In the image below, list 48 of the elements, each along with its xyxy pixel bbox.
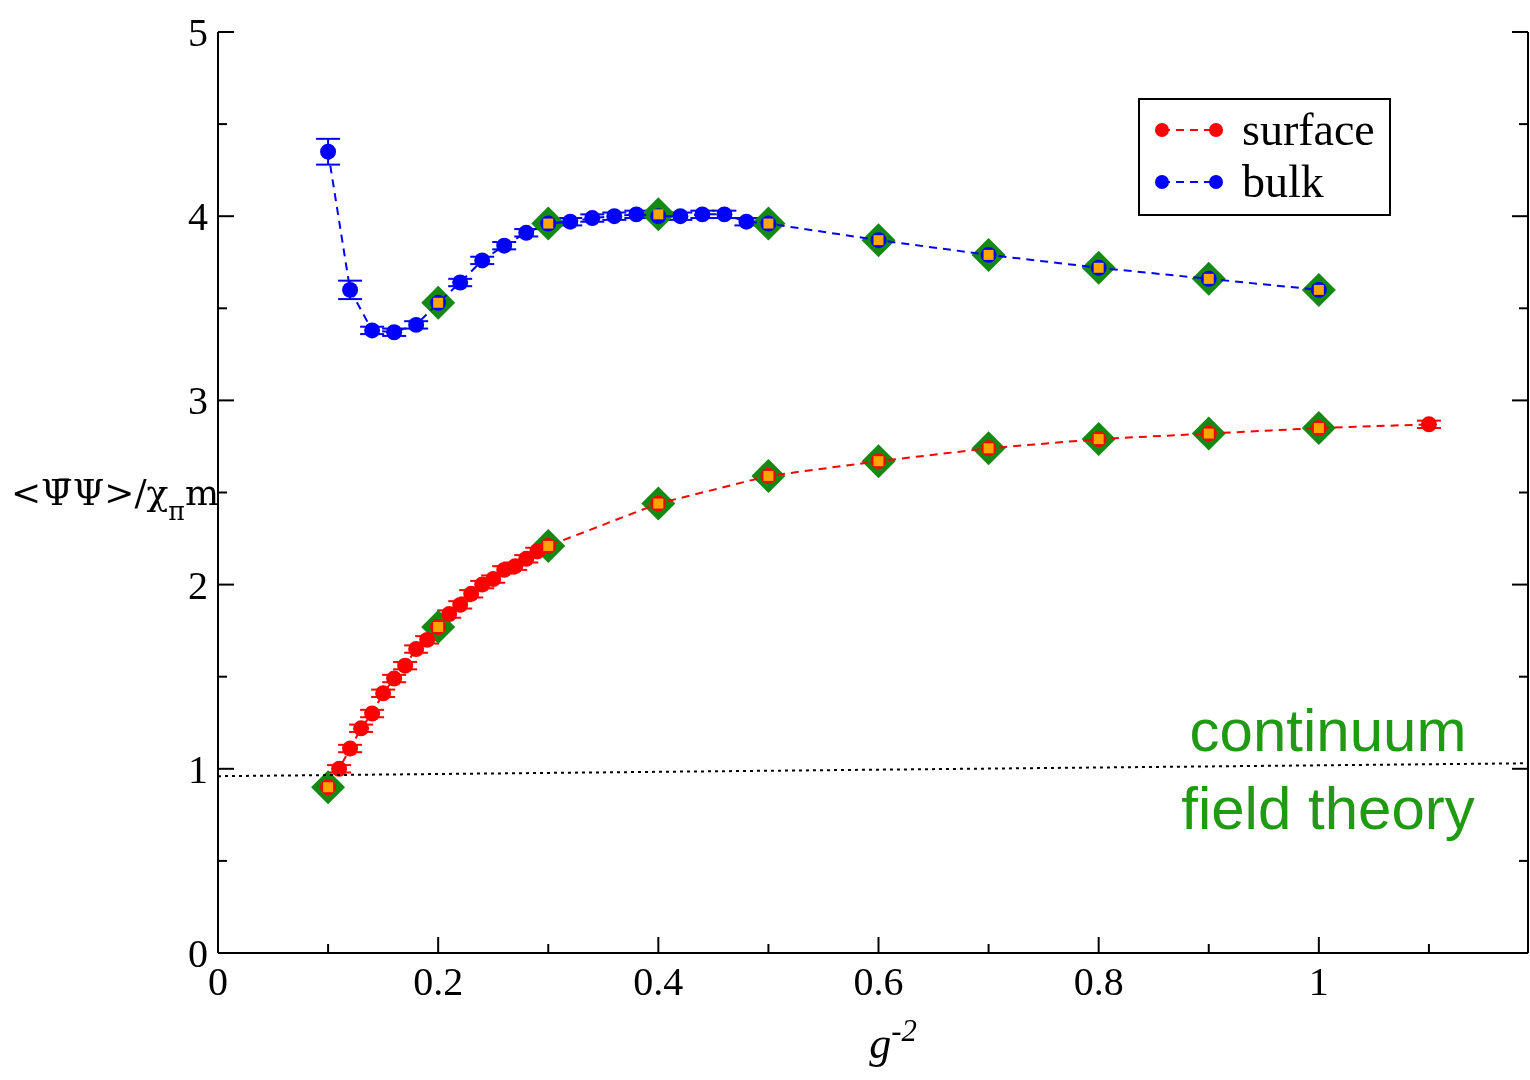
y-tick-label: 5 — [188, 10, 208, 55]
point — [342, 740, 359, 757]
y-tick-label: 0 — [188, 931, 208, 976]
point — [716, 206, 733, 223]
point — [485, 571, 502, 588]
point — [331, 760, 348, 777]
point — [507, 558, 524, 575]
point — [562, 213, 579, 230]
point — [518, 550, 535, 567]
point — [694, 206, 711, 223]
point — [606, 208, 623, 225]
point — [452, 596, 469, 613]
legend-label: bulk — [1242, 156, 1324, 208]
point — [584, 210, 601, 227]
text: 0.2 — [413, 959, 464, 1004]
point — [342, 281, 359, 298]
point — [672, 208, 689, 225]
point — [364, 705, 381, 722]
point — [320, 143, 337, 160]
y-axis-title: <Ψ̄Ψ>/χ$_{π}$m — [10, 471, 220, 525]
point — [364, 322, 381, 339]
point — [474, 252, 491, 269]
text: 0.6 — [853, 959, 904, 1004]
point — [518, 224, 535, 241]
point — [496, 237, 513, 254]
point — [408, 316, 425, 333]
y-tick-label: 4 — [188, 194, 208, 240]
point — [628, 206, 645, 223]
point — [386, 670, 403, 687]
y-tick-label: 1 — [188, 746, 208, 792]
point — [375, 685, 392, 702]
point — [353, 720, 370, 737]
annotation: continuum field theory — [1181, 697, 1475, 842]
text: 0.8 — [1073, 959, 1124, 1004]
point — [452, 274, 469, 291]
point — [386, 324, 403, 341]
point — [463, 585, 480, 602]
point — [738, 213, 755, 230]
text: 0.4 — [633, 959, 684, 1004]
point — [1420, 416, 1437, 433]
y-tick-label: 2 — [188, 562, 208, 608]
legend-label: surface — [1242, 104, 1375, 156]
x-axis-title: g$^{-2}$ — [869, 1014, 917, 1068]
point — [419, 631, 436, 648]
point — [441, 606, 458, 623]
point — [408, 641, 425, 658]
y-tick-label: 3 — [188, 378, 208, 424]
point — [397, 657, 414, 674]
